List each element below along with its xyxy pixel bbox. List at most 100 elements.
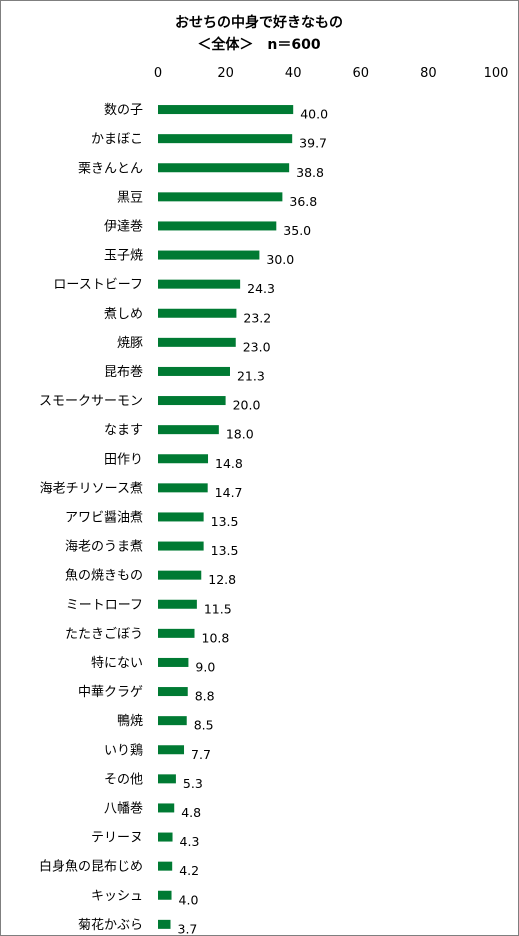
bars: [158, 105, 294, 929]
category-label: ミートローフ: [66, 598, 143, 613]
category-label: なます: [104, 423, 143, 438]
category-label: 海老チリソース煮: [40, 481, 143, 496]
x-axis-ticks: 0 20 40 60 80 100: [154, 66, 509, 81]
value-label: 38.8: [296, 165, 324, 180]
category-label: 鴨焼: [117, 714, 143, 729]
bar: [158, 861, 173, 871]
value-label: 4.2: [179, 863, 199, 878]
category-label: アワビ醤油煮: [65, 510, 143, 525]
category-label: 魚の焼きもの: [65, 569, 143, 584]
bar: [158, 221, 277, 231]
value-label: 4.3: [180, 834, 200, 849]
bar: [158, 163, 290, 173]
value-label: 5.3: [183, 776, 203, 791]
bar: [158, 570, 202, 580]
bar: [158, 919, 171, 929]
bar: [158, 425, 219, 435]
bar: [158, 134, 293, 144]
value-label: 23.2: [243, 310, 271, 325]
category-label: スモークサーモン: [39, 394, 143, 409]
value-label: 30.0: [266, 252, 294, 267]
bar: [158, 192, 283, 202]
category-label: 焼豚: [117, 336, 143, 351]
value-label: 4.0: [179, 892, 199, 907]
category-label: 栗きんとん: [78, 161, 143, 176]
value-label: 4.8: [181, 805, 201, 820]
value-label: 14.7: [215, 485, 243, 500]
category-label: テリーヌ: [91, 831, 143, 846]
bar: [158, 832, 173, 842]
x-tick-label: 20: [217, 66, 234, 81]
category-label: 海老のうま煮: [65, 540, 143, 555]
category-label: 昆布巻: [104, 365, 143, 380]
bar: [158, 308, 237, 318]
category-label: 特にない: [91, 656, 143, 671]
bar: [158, 745, 185, 755]
bar: [158, 483, 208, 493]
bar: [158, 657, 189, 667]
bar: [158, 396, 226, 406]
category-label: いり鶏: [104, 743, 143, 758]
category-label: キッシュ: [91, 889, 143, 904]
value-label: 10.8: [202, 630, 230, 645]
category-labels: 数の子かまぼこ栗きんとん黒豆伊達巻玉子焼ローストビーフ煮しめ焼豚昆布巻スモークサ…: [39, 103, 143, 933]
bar: [158, 599, 197, 609]
bar: [158, 628, 195, 638]
bar: [158, 774, 176, 784]
value-label: 7.7: [191, 747, 211, 762]
bar: [158, 105, 294, 115]
value-label: 8.5: [194, 718, 214, 733]
bar: [158, 541, 204, 551]
category-label: 伊達巻: [104, 219, 143, 234]
category-label: その他: [104, 772, 143, 787]
bar: [158, 454, 209, 464]
value-labels: 40.0 39.7 38.8 36.8 35.0 30.0 24.3 23.2 23.0 21.3…: [178, 107, 329, 935]
value-label: 14.8: [215, 456, 243, 471]
value-label: 9.0: [195, 659, 215, 674]
x-tick-label: 80: [420, 66, 437, 81]
bar: [158, 337, 236, 347]
bar: [158, 366, 230, 376]
value-label: 8.8: [195, 689, 215, 704]
category-label: 白身魚の昆布じめ: [39, 859, 143, 875]
bar: [158, 716, 187, 726]
category-label: 菊花かぶら: [78, 917, 143, 933]
chart-title: おせちの中身で好きなもの: [175, 14, 343, 31]
value-label: 18.0: [226, 427, 254, 442]
category-label: 数の子: [104, 103, 143, 118]
bar: [158, 803, 175, 813]
category-label: ローストビーフ: [53, 278, 143, 293]
x-tick-label: 60: [353, 66, 370, 81]
value-label: 13.5: [211, 514, 239, 529]
bar: [158, 890, 172, 900]
value-label: 24.3: [247, 281, 275, 296]
value-label: 36.8: [289, 194, 317, 209]
bar: [158, 250, 260, 260]
bar: [158, 512, 204, 522]
value-label: 39.7: [299, 136, 327, 151]
category-label: 田作り: [104, 452, 143, 467]
value-label: 21.3: [237, 368, 265, 383]
value-label: 35.0: [283, 223, 311, 238]
value-label: 12.8: [208, 572, 236, 587]
x-tick-label: 0: [154, 66, 162, 81]
x-tick-label: 100: [484, 66, 509, 81]
value-label: 3.7: [178, 921, 198, 935]
value-label: 13.5: [211, 543, 239, 558]
value-label: 11.5: [204, 601, 232, 616]
bar: [158, 687, 188, 697]
value-label: 20.0: [233, 398, 261, 413]
category-label: かまぼこ: [91, 132, 143, 147]
category-label: たたきごぼう: [65, 626, 143, 642]
category-label: 八幡巻: [104, 801, 143, 816]
value-label: 23.0: [243, 339, 271, 354]
x-tick-label: 40: [285, 66, 302, 81]
category-label: 中華クラゲ: [78, 685, 143, 700]
bar: [158, 279, 241, 289]
category-label: 黒豆: [117, 190, 143, 205]
category-label: 煮しめ: [104, 307, 143, 322]
category-label: 玉子焼: [104, 249, 143, 264]
value-label: 40.0: [300, 107, 328, 122]
